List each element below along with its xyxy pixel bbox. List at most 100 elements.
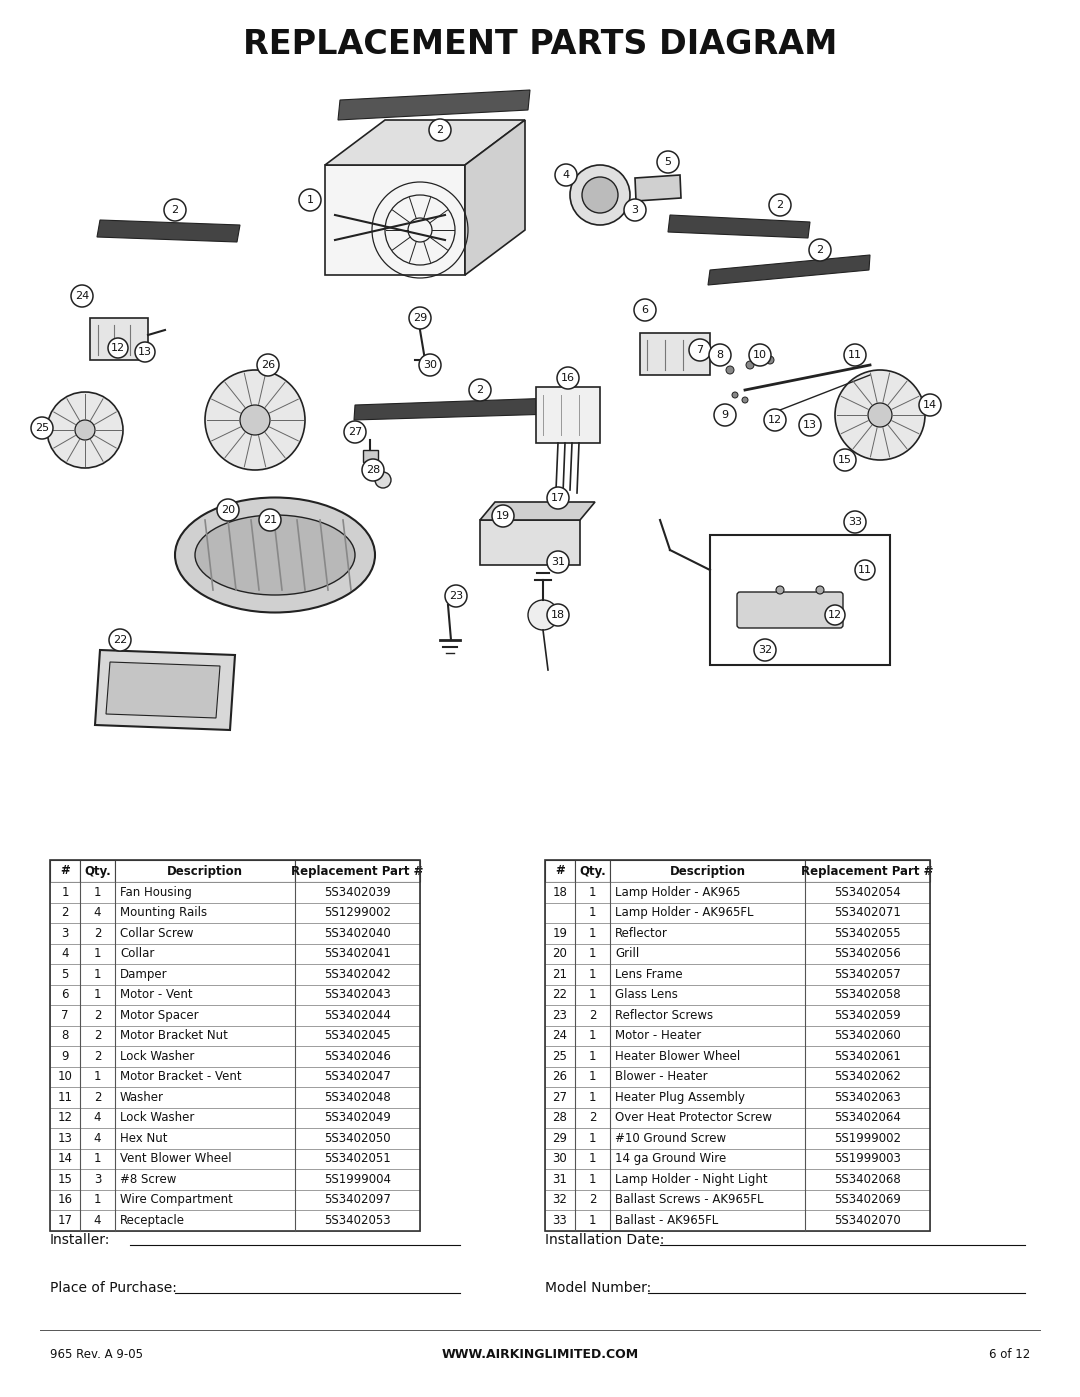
Bar [50, 1087, 80, 1108]
Bar [575, 985, 610, 1004]
Circle shape [409, 307, 431, 330]
Bar [805, 1127, 930, 1148]
Text: 19: 19 [496, 511, 510, 521]
Bar [610, 1148, 805, 1169]
Text: 4: 4 [94, 1214, 102, 1227]
Bar [80, 1127, 114, 1148]
Bar [805, 943, 930, 964]
Bar [80, 964, 114, 985]
Text: Lamp Holder - AK965FL: Lamp Holder - AK965FL [615, 907, 754, 919]
Polygon shape [465, 120, 525, 275]
Circle shape [375, 472, 391, 488]
Bar [50, 1108, 80, 1127]
Text: Ballast Screws - AK965FL: Ballast Screws - AK965FL [615, 1193, 764, 1206]
Bar [114, 943, 295, 964]
Text: Motor - Vent: Motor - Vent [120, 988, 192, 1002]
Text: 22: 22 [113, 636, 127, 645]
Circle shape [240, 405, 270, 434]
Circle shape [582, 177, 618, 212]
Text: Ballast - AK965FL: Ballast - AK965FL [615, 1214, 718, 1227]
Circle shape [919, 394, 941, 416]
Text: 5S3402050: 5S3402050 [324, 1132, 391, 1144]
Text: Mounting Rails: Mounting Rails [120, 907, 207, 919]
Bar [805, 923, 930, 943]
Text: 11: 11 [858, 564, 872, 576]
Bar [610, 1087, 805, 1108]
Bar [295, 1004, 420, 1025]
Text: 28: 28 [366, 465, 380, 475]
Bar [545, 1210, 575, 1231]
Text: Fan Housing: Fan Housing [120, 886, 192, 898]
Bar [805, 1025, 930, 1046]
Circle shape [816, 585, 824, 594]
Bar [805, 1066, 930, 1087]
Bar [80, 1189, 114, 1210]
FancyBboxPatch shape [640, 332, 710, 374]
Bar [50, 1189, 80, 1210]
Text: Lamp Holder - AK965: Lamp Holder - AK965 [615, 886, 741, 898]
Bar [114, 964, 295, 985]
Polygon shape [354, 398, 555, 420]
Text: 2: 2 [816, 244, 824, 256]
Text: 1: 1 [94, 886, 102, 898]
Text: 1: 1 [589, 907, 596, 919]
Circle shape [764, 409, 786, 432]
Bar [114, 923, 295, 943]
Ellipse shape [175, 497, 375, 612]
Bar [114, 1025, 295, 1046]
Text: Qty.: Qty. [84, 865, 111, 877]
Circle shape [217, 499, 239, 521]
Bar [575, 882, 610, 902]
Text: 2: 2 [94, 1049, 102, 1063]
Text: 5S3402054: 5S3402054 [834, 886, 901, 898]
Circle shape [257, 353, 279, 376]
Text: 14 ga Ground Wire: 14 ga Ground Wire [615, 1153, 726, 1165]
Polygon shape [97, 219, 240, 242]
Circle shape [345, 420, 366, 443]
Circle shape [362, 460, 384, 481]
Text: 4: 4 [62, 947, 69, 960]
Bar [610, 985, 805, 1004]
Bar [545, 1127, 575, 1148]
Text: 7: 7 [697, 345, 703, 355]
Text: WWW.AIRKINGLIMITED.COM: WWW.AIRKINGLIMITED.COM [442, 1348, 638, 1362]
Bar [114, 1189, 295, 1210]
Bar [50, 1169, 80, 1189]
Circle shape [732, 393, 738, 398]
Circle shape [557, 367, 579, 388]
Bar [575, 861, 610, 882]
Text: 8: 8 [716, 351, 724, 360]
Bar [805, 1189, 930, 1210]
Bar [805, 1087, 930, 1108]
Bar [114, 1127, 295, 1148]
Circle shape [777, 585, 784, 594]
Text: 20: 20 [221, 504, 235, 515]
Polygon shape [325, 165, 465, 275]
Bar [80, 943, 114, 964]
Text: 16: 16 [561, 373, 575, 383]
Circle shape [769, 194, 791, 217]
Bar [295, 943, 420, 964]
Text: Replacement Part #: Replacement Part # [292, 865, 423, 877]
Text: Lock Washer: Lock Washer [120, 1111, 194, 1125]
Text: 9: 9 [721, 409, 729, 420]
Text: 2: 2 [589, 1193, 596, 1206]
Bar [50, 1046, 80, 1066]
Text: 31: 31 [551, 557, 565, 567]
Text: 1: 1 [589, 1132, 596, 1144]
Bar [114, 861, 295, 882]
Circle shape [31, 416, 53, 439]
Text: 1: 1 [94, 1193, 102, 1206]
Circle shape [546, 550, 569, 573]
Circle shape [75, 420, 95, 440]
Bar [114, 902, 295, 923]
Text: 18: 18 [551, 610, 565, 620]
Text: 5S3402069: 5S3402069 [834, 1193, 901, 1206]
Text: 2: 2 [589, 1111, 596, 1125]
Text: 5S3402071: 5S3402071 [834, 907, 901, 919]
Circle shape [835, 370, 924, 460]
Text: 5S3402041: 5S3402041 [324, 947, 391, 960]
Text: Motor Bracket Nut: Motor Bracket Nut [120, 1030, 228, 1042]
Bar [545, 902, 575, 923]
Text: 10: 10 [57, 1070, 72, 1083]
